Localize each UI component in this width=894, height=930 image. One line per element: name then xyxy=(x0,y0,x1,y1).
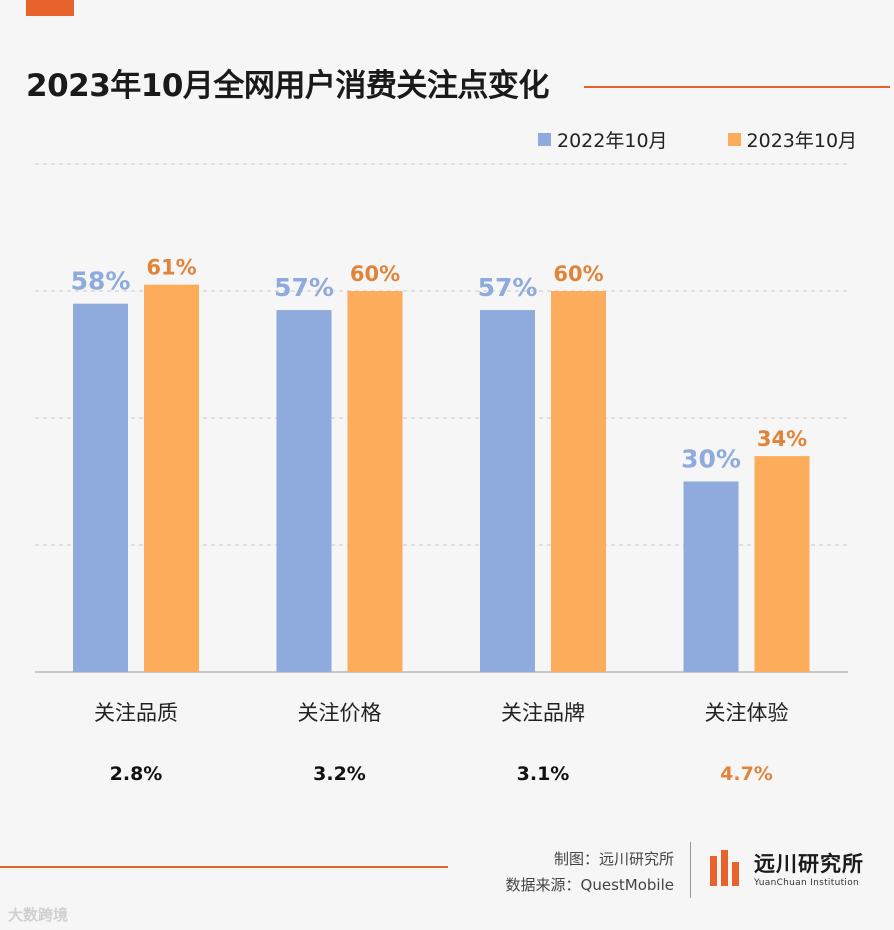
legend-label-2023: 2023年10月 xyxy=(746,130,858,152)
watermark: 大数跨境 xyxy=(8,906,69,924)
credits-divider xyxy=(690,842,691,898)
data-label: 34% xyxy=(757,427,807,451)
category-label: 关注价格 xyxy=(298,701,382,725)
category-label: 关注品质 xyxy=(94,701,178,725)
data-label: 60% xyxy=(350,262,400,286)
legend-swatch-2023 xyxy=(727,133,741,146)
bar-2022 xyxy=(276,310,332,672)
bar-2023 xyxy=(754,456,810,672)
data-label: 57% xyxy=(478,273,538,302)
category-label: 关注体验 xyxy=(705,701,789,725)
growth-value: 3.2% xyxy=(313,763,366,785)
legend-item-2023: 2023年10月 xyxy=(727,126,858,153)
growth-value: 2.8% xyxy=(110,763,163,785)
legend-swatch-2022 xyxy=(538,133,551,146)
bar-2023 xyxy=(551,291,606,672)
data-label: 30% xyxy=(681,445,741,474)
logo-name-en: YuanChuan Institution xyxy=(754,878,860,888)
footer-rule xyxy=(0,866,448,868)
category-label: 关注品牌 xyxy=(501,701,585,725)
data-label: 60% xyxy=(553,262,603,286)
data-label: 61% xyxy=(146,256,196,280)
bar-2022 xyxy=(683,481,739,672)
yuanchuan-logo: 远川研究所 YuanChuan Institution xyxy=(710,848,864,888)
data-label: 57% xyxy=(274,273,334,302)
growth-value: 3.1% xyxy=(517,763,570,785)
bar-2022 xyxy=(73,303,128,672)
yuanchuan-logo-icon xyxy=(710,850,746,886)
bar-2022 xyxy=(480,310,535,672)
credit-source: 数据来源：QuestMobile xyxy=(505,876,674,894)
bar-2023 xyxy=(347,291,403,672)
growth-value: 4.7% xyxy=(720,763,773,785)
top-accent-bar xyxy=(26,0,74,16)
title-rule xyxy=(584,86,890,88)
data-label: 58% xyxy=(71,267,131,296)
legend-label-2022: 2022年10月 xyxy=(557,130,668,152)
logo-name-cn: 远川研究所 xyxy=(754,852,864,876)
legend-item-2022: 2022年10月 xyxy=(538,126,668,153)
chart-title: 2023年10月全网用户消费关注点变化 xyxy=(26,68,549,104)
credit-made-by: 制图：远川研究所 xyxy=(553,850,674,868)
credits: 制图：远川研究所 数据来源：QuestMobile xyxy=(506,846,674,898)
bar-2023 xyxy=(144,284,199,672)
legend: 2022年10月 2023年10月 xyxy=(538,126,857,153)
